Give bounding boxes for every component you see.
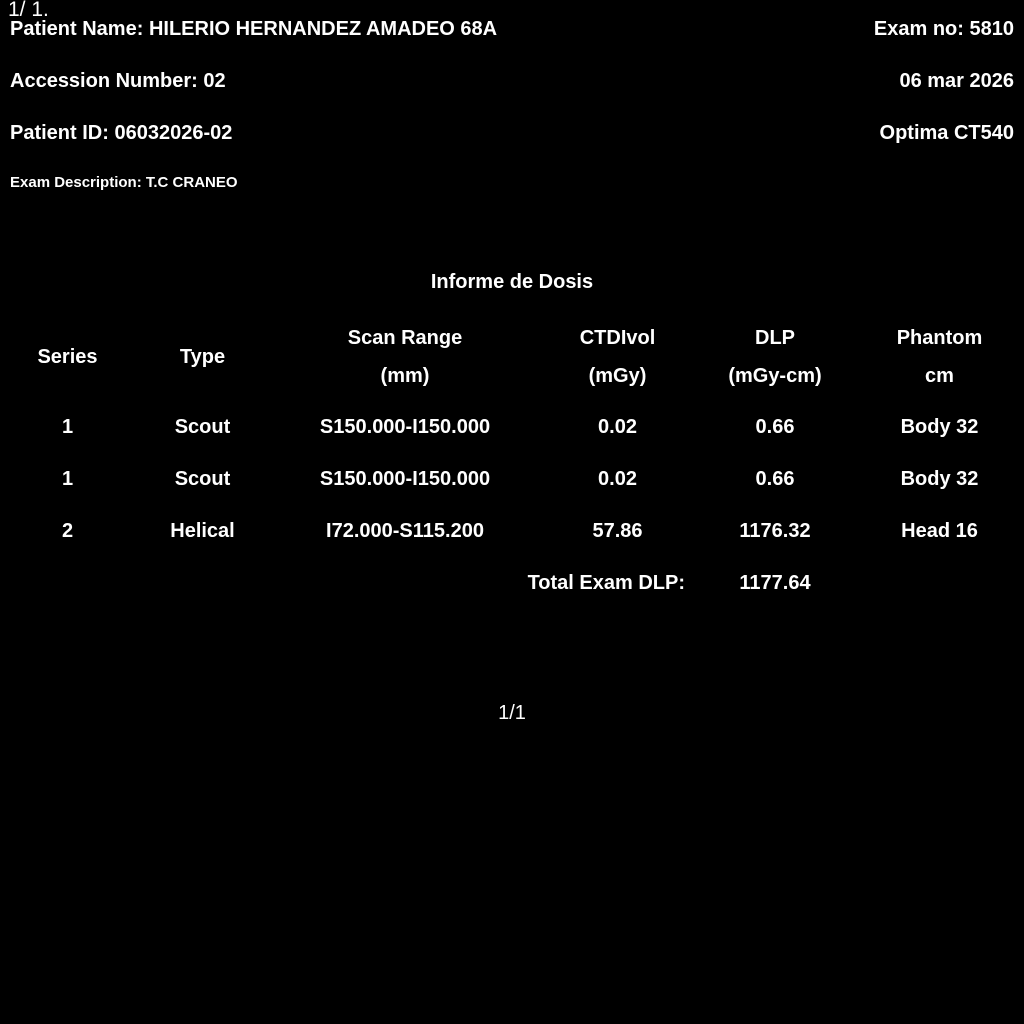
cell-phantom: Body 32 xyxy=(900,415,979,438)
cell-dlp: 0.66 xyxy=(755,415,795,438)
cell-series: 2 xyxy=(61,519,74,542)
dose-table: Series Type Scan Range (mm) CTDIvol (mGy… xyxy=(0,319,1024,609)
table-row: 1 Scout S150.000-I150.000 0.02 0.66 Body… xyxy=(0,401,1024,453)
cell-dlp: 0.66 xyxy=(755,467,795,490)
cell-scan-range: S150.000-I150.000 xyxy=(319,467,491,490)
col-header-phantom-line1: Phantom xyxy=(896,327,983,349)
header-row-3: Patient ID: 06032026-02 Optima CT540 xyxy=(10,122,1014,144)
patient-name-label: Patient Name: xyxy=(10,18,144,40)
cell-phantom: Body 32 xyxy=(900,467,979,490)
col-header-dlp-line2: (mGy-cm) xyxy=(728,365,822,387)
cell-type: Scout xyxy=(174,415,231,438)
patient-name-value: HILERIO HERNANDEZ AMADEO 68A xyxy=(148,18,498,40)
col-header-ctdivol: CTDIvol (mGy) xyxy=(540,319,695,401)
table-row: 2 Helical I72.000-S115.200 57.86 1176.32… xyxy=(0,505,1024,557)
col-header-dlp-line1: DLP xyxy=(755,327,795,349)
total-row-spacer xyxy=(855,557,1024,609)
col-header-phantom: Phantom cm xyxy=(855,319,1024,401)
cell-scan-range: S150.000-I150.000 xyxy=(319,415,491,438)
col-header-series: Series xyxy=(0,319,135,401)
patient-name: Patient Name: HILERIO HERNANDEZ AMADEO 6… xyxy=(10,18,497,40)
cell-ctdivol: 0.02 xyxy=(598,415,637,438)
exam-description: Exam Description: T.C CRANEO xyxy=(10,174,238,191)
col-header-scan-range-line1: Scan Range xyxy=(347,327,463,349)
total-row: Total Exam DLP: 1177.64 xyxy=(0,557,1024,609)
exam-date: 06 mar 2026 xyxy=(899,70,1014,92)
col-header-ctdivol-line1: CTDIvol xyxy=(579,327,656,349)
cell-dlp: 1176.32 xyxy=(739,519,811,542)
accession-number: Accession Number: 02 xyxy=(10,70,226,92)
page-indicator-footer: 1/1 xyxy=(498,702,526,724)
table-row: 1 Scout S150.000-I150.000 0.02 0.66 Body… xyxy=(0,453,1024,505)
patient-id: Patient ID: 06032026-02 xyxy=(10,122,232,144)
exam-description-label: Exam Description: xyxy=(10,174,142,191)
exam-description-value: T.C CRANEO xyxy=(145,174,238,191)
patient-id-value: 06032026-02 xyxy=(114,122,233,144)
accession-number-label: Accession Number: xyxy=(10,70,198,92)
cell-phantom: Head 16 xyxy=(901,519,978,542)
cell-scan-range: I72.000-S115.200 xyxy=(326,519,484,542)
cell-type: Scout xyxy=(174,467,231,490)
patient-id-label: Patient ID: xyxy=(10,122,109,144)
scanner-model: Optima CT540 xyxy=(879,122,1014,144)
col-header-type: Type xyxy=(135,319,270,401)
accession-number-value: 02 xyxy=(203,70,226,92)
total-exam-dlp-value: 1177.64 xyxy=(739,571,811,594)
cell-series: 1 xyxy=(61,415,74,438)
dose-table-header-row: Series Type Scan Range (mm) CTDIvol (mGy… xyxy=(0,319,1024,401)
cell-ctdivol: 57.86 xyxy=(592,519,643,542)
col-header-type-line1: Type xyxy=(179,346,226,368)
col-header-scan-range: Scan Range (mm) xyxy=(270,319,540,401)
header-row-1: Patient Name: HILERIO HERNANDEZ AMADEO 6… xyxy=(10,18,1014,40)
col-header-dlp: DLP (mGy-cm) xyxy=(695,319,855,401)
header-row-2: Accession Number: 02 06 mar 2026 xyxy=(10,70,1014,92)
exam-no-value: 5810 xyxy=(969,18,1015,40)
col-header-ctdivol-line2: (mGy) xyxy=(588,365,647,387)
total-exam-dlp-label: Total Exam DLP: xyxy=(527,571,685,594)
col-header-scan-range-line2: (mm) xyxy=(380,365,430,387)
exam-no: Exam no: 5810 xyxy=(874,18,1014,40)
exam-header: Patient Name: HILERIO HERNANDEZ AMADEO 6… xyxy=(0,0,1024,191)
col-header-phantom-line2: cm xyxy=(925,365,954,387)
header-row-4: Exam Description: T.C CRANEO xyxy=(10,174,1014,191)
page-indicator-overlay: 1/ 1. xyxy=(8,0,49,21)
cell-type: Helical xyxy=(170,519,235,542)
cell-ctdivol: 0.02 xyxy=(598,467,637,490)
cell-series: 1 xyxy=(61,467,74,490)
exam-no-label: Exam no: xyxy=(873,18,964,40)
col-header-series-line1: Series xyxy=(37,346,98,368)
report-title: Informe de Dosis xyxy=(430,271,594,293)
